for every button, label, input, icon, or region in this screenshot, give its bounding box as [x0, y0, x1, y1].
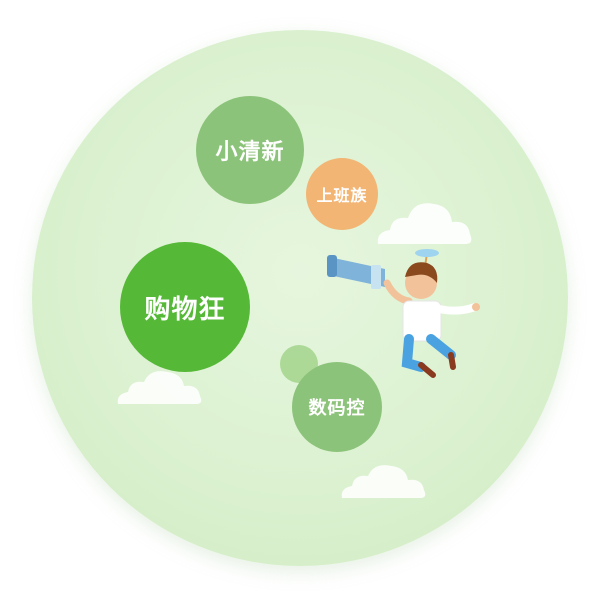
cloud-icon: [341, 465, 426, 498]
bubble-shumakong[interactable]: 数码控: [292, 362, 382, 452]
bubble-shangbanzu[interactable]: 上班族: [306, 158, 378, 230]
bubble-label: 小清新: [215, 140, 285, 165]
telescope-person-illustration: [327, 249, 480, 378]
bubble-label: 上班族: [316, 186, 368, 205]
bubble-gouwukuang[interactable]: 购物狂: [120, 242, 250, 372]
bubble-label: 购物狂: [144, 294, 226, 325]
telescope-icon: [327, 255, 385, 289]
background-circle: [32, 30, 568, 566]
cloud-icon: [117, 371, 202, 404]
bubble-label: 数码控: [308, 398, 366, 419]
bubble-xiaoqingxin[interactable]: 小清新: [196, 96, 304, 204]
cloud-icon: [377, 203, 472, 244]
